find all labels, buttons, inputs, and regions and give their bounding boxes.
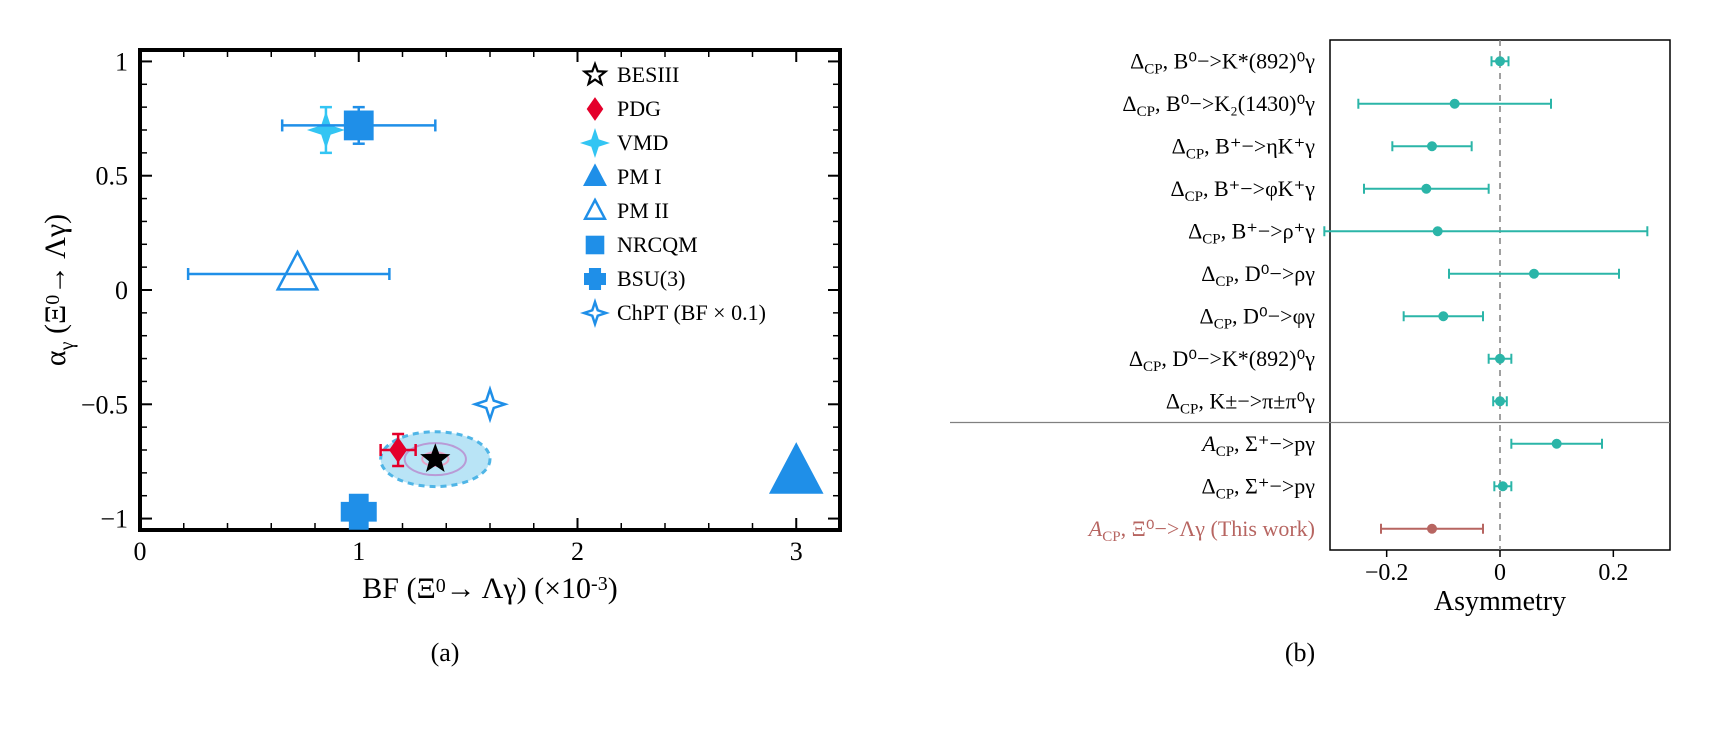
svg-text:BSU(3): BSU(3) [617, 266, 685, 291]
svg-text:0: 0 [115, 276, 128, 305]
panel-a: 0 1 2 3 −1 −0.5 0 0.5 1 BF (Ξ0→ Λγ) (×10-3) αγ (Ξ0… [20, 20, 870, 668]
svg-text:BESIII: BESIII [617, 62, 679, 87]
svg-text:VMD: VMD [617, 130, 668, 155]
svg-text:0.2: 0.2 [1598, 560, 1628, 586]
scatter-chart: 0 1 2 3 −1 −0.5 0 0.5 1 BF (Ξ0→ Λγ) (×10-3) αγ (Ξ0… [20, 20, 870, 620]
svg-text:PDG: PDG [617, 96, 661, 121]
svg-text:PM I: PM I [617, 164, 662, 189]
svg-text:ΔCP, Σ⁺−>pγ: ΔCP, Σ⁺−>pγ [1202, 473, 1316, 502]
svg-text:αγ (Ξ0→ Λγ): αγ (Ξ0→ Λγ) [39, 214, 78, 366]
svg-text:−0.5: −0.5 [81, 390, 128, 419]
svg-text:ΔCP, D⁰−>K*(892)⁰γ: ΔCP, D⁰−>K*(892)⁰γ [1129, 346, 1315, 375]
svg-text:NRCQM: NRCQM [617, 232, 698, 257]
svg-text:ΔCP, D⁰−>φγ: ΔCP, D⁰−>φγ [1200, 303, 1316, 332]
svg-text:ΔCP, B⁺−>ηK⁺γ: ΔCP, B⁺−>ηK⁺γ [1172, 133, 1316, 162]
svg-text:ΔCP, B⁺−>φK⁺γ: ΔCP, B⁺−>φK⁺γ [1170, 176, 1315, 205]
svg-text:0: 0 [1494, 560, 1506, 586]
svg-text:ΔCP, B⁰−>K*(892)⁰γ: ΔCP, B⁰−>K*(892)⁰γ [1130, 48, 1315, 77]
svg-text:PM II: PM II [617, 198, 669, 223]
svg-text:−1: −1 [100, 505, 128, 534]
svg-text:ACP, Σ⁺−>pγ: ACP, Σ⁺−>pγ [1200, 431, 1315, 460]
svg-text:ΔCP, B⁰−>K₂(1430)⁰γ: ΔCP, B⁰−>K₂(1430)⁰γ [1122, 91, 1315, 120]
figure-container: 0 1 2 3 −1 −0.5 0 0.5 1 BF (Ξ0→ Λγ) (×10-3) αγ (Ξ0… [20, 20, 1705, 668]
svg-text:BF (Ξ0→ Λγ) (×10-3): BF (Ξ0→ Λγ) (×10-3) [362, 572, 617, 605]
svg-text:ChPT (BF × 0.1): ChPT (BF × 0.1) [617, 300, 766, 325]
svg-text:ΔCP, B⁺−>ρ⁺γ: ΔCP, B⁺−>ρ⁺γ [1188, 218, 1315, 247]
svg-text:1: 1 [115, 47, 128, 76]
svg-text:−0.2: −0.2 [1365, 560, 1409, 586]
svg-text:ACP, Ξ⁰−>Λγ (This work): ACP, Ξ⁰−>Λγ (This work) [1087, 516, 1315, 545]
svg-text:Asymmetry: Asymmetry [1434, 586, 1566, 617]
svg-text:0.5: 0.5 [96, 162, 129, 191]
svg-text:ΔCP, D⁰−>ργ: ΔCP, D⁰−>ργ [1201, 261, 1315, 290]
caption-b: (b) [910, 638, 1690, 668]
svg-text:2: 2 [571, 537, 584, 566]
caption-a: (a) [20, 638, 870, 668]
svg-text:3: 3 [790, 537, 803, 566]
forest-plot: −0.2 0 0.2 Asymmetry ΔCP, B⁰−>K*(892)⁰γ ΔCP, … [910, 20, 1690, 620]
svg-text:0: 0 [134, 537, 147, 566]
svg-text:ΔCP, K±−>π±π⁰γ: ΔCP, K±−>π±π⁰γ [1166, 388, 1315, 417]
svg-text:1: 1 [352, 537, 365, 566]
panel-b: −0.2 0 0.2 Asymmetry ΔCP, B⁰−>K*(892)⁰γ ΔCP, … [910, 20, 1690, 668]
